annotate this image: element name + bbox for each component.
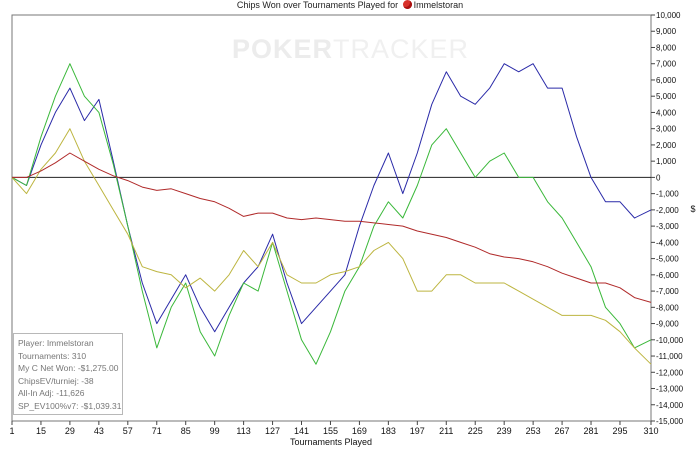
- stat-allin-adj: All-In Adj: -11,626: [18, 388, 85, 399]
- x-tick-label: 43: [94, 426, 104, 436]
- y-tick-label: 0: [656, 173, 661, 182]
- y-tick-label: -6,000: [656, 271, 679, 280]
- y-tick-label: -2,000: [656, 206, 679, 215]
- x-tick-label: 225: [468, 426, 483, 436]
- x-axis-label: Tournaments Played: [290, 437, 372, 447]
- x-tick-label: 295: [612, 426, 627, 436]
- y-axis: 10,000 9,000 8,000 7,000 6,000 5,000 4,000 3,00…: [651, 11, 684, 426]
- chart-title-text: Chips Won over Tournaments Played for: [236, 0, 399, 10]
- x-tick-label: 99: [210, 426, 220, 436]
- y-tick-label: 9,000: [656, 27, 677, 36]
- y-tick-label: 2,000: [656, 141, 677, 150]
- x-tick-label: 281: [584, 426, 599, 436]
- y-tick-label: 5,000: [656, 92, 677, 101]
- y-tick-label: -5,000: [656, 255, 679, 264]
- x-tick-label: 29: [65, 426, 75, 436]
- fish-icon: [402, 0, 412, 9]
- plot-area: [11, 14, 652, 422]
- stat-sp-ev: SP_EV100%v7: -$1,039.31: [18, 400, 122, 411]
- series-line-3: [11, 128, 652, 365]
- y-tick-label: 8,000: [656, 43, 677, 52]
- y-tick-label: 3,000: [656, 125, 677, 134]
- stat-chips-ev: ChipsEV/turniej: -38: [18, 375, 94, 386]
- y-tick-label: -14,000: [656, 401, 684, 410]
- y-tick-label: -10,000: [656, 336, 684, 345]
- y-tick-label: 4,000: [656, 108, 677, 117]
- x-tick-label: 211: [439, 426, 453, 436]
- series-line-2: [11, 63, 652, 365]
- series-line-4: [12, 152, 652, 303]
- x-tick-label: 141: [294, 426, 309, 436]
- y-tick-label: 10,000: [656, 11, 681, 20]
- watermark-part1: POKER: [232, 34, 334, 64]
- y-tick-label: 6,000: [656, 76, 677, 85]
- y-tick-label: -11,000: [656, 352, 683, 361]
- x-tick-label: 57: [123, 426, 133, 436]
- watermark: POKERTRACKER: [232, 34, 469, 65]
- stat-net-won: My C Net Won: -$1,275.00: [18, 363, 119, 374]
- stat-player: Player: Immelstoran: [18, 338, 94, 348]
- x-tick-label: 85: [181, 426, 191, 436]
- y-tick-label: -1,000: [656, 190, 679, 199]
- y-tick-label: -12,000: [656, 368, 684, 377]
- y-tick-label: -9,000: [656, 320, 679, 329]
- x-tick-label: 239: [497, 426, 512, 436]
- x-tick-label: 197: [410, 426, 425, 436]
- x-tick-label: 310: [643, 426, 658, 436]
- x-tick-label: 71: [152, 426, 162, 436]
- player-name: Immelstoran: [413, 0, 464, 10]
- y-tick-label: -13,000: [656, 385, 684, 394]
- stat-tournaments: Tournaments: 310: [18, 350, 87, 361]
- x-tick-label: 155: [323, 426, 338, 436]
- y-tick-label: 7,000: [656, 60, 677, 69]
- y-tick-label: -8,000: [656, 303, 679, 312]
- x-tick-label: 127: [265, 426, 280, 436]
- x-tick-label: 15: [36, 426, 46, 436]
- y-axis-label: $: [690, 204, 695, 214]
- x-tick-label: 183: [381, 426, 396, 436]
- y-tick-label: -3,000: [656, 222, 679, 231]
- stats-box: Player: Immelstoran Tournaments: 310 My …: [13, 333, 123, 415]
- series-layer: [11, 63, 652, 365]
- y-tick-label: -15,000: [656, 417, 684, 426]
- series-line-1: [11, 63, 652, 333]
- y-tick-label: 1,000: [656, 157, 677, 166]
- x-tick-label: 267: [555, 426, 570, 436]
- x-tick-label: 169: [352, 426, 367, 436]
- x-tick-label: 113: [236, 426, 250, 436]
- x-tick-label: 253: [526, 426, 541, 436]
- chart-title: Chips Won over Tournaments Played for Im…: [0, 0, 700, 12]
- x-axis: 1 15 29 43 57 71 85 99 113 127 141 155 169 183 197 211 2…: [9, 421, 659, 436]
- watermark-part2: TRACKER: [333, 34, 470, 64]
- y-tick-label: -7,000: [656, 287, 679, 296]
- y-tick-label: -4,000: [656, 238, 679, 247]
- x-tick-label: 1: [9, 426, 14, 436]
